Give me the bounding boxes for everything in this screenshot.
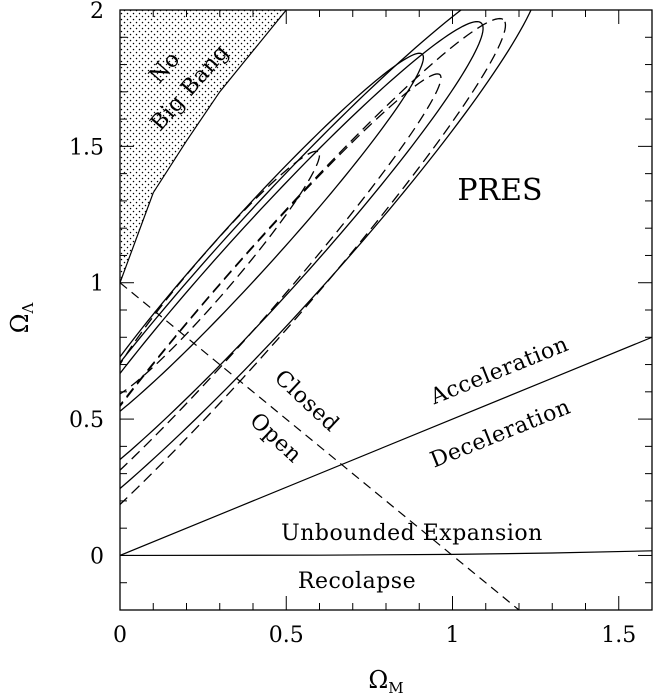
x-tick-label: 0 [113,623,127,648]
dashed-contour-5 [120,73,442,472]
x-axis-title: ΩM [368,666,403,696]
recollapse-label: Recolapse [298,569,416,594]
axis-ticks [119,9,653,611]
y-tick-label: 1.5 [69,135,104,160]
dashed-contour-4 [120,150,321,395]
open-label: Open [244,408,306,468]
y-tick-label: 1 [90,272,104,297]
no-big-bang-boundary [120,10,287,283]
y-tick-label: 2 [90,0,104,24]
x-tick-label: 0.5 [269,623,304,648]
closed-open-line [120,282,520,610]
dashed-contour-6 [120,17,507,506]
no-big-bang-region [120,10,287,283]
acceleration-deceleration-line [120,336,652,557]
acceleration-label: Acceleration [426,332,572,410]
unbounded-expansion-label: Unbounded Expansion [281,521,543,546]
x-tick-label: 1.5 [601,623,636,648]
plot-area [120,10,652,610]
y-tick-label: 0.5 [69,408,104,433]
y-axis-title: ΩΛ [6,302,37,333]
y-tick-label: 0 [90,544,104,569]
solid-contour-3 [120,10,532,490]
recollapse-boundary [120,550,652,557]
solid-contour-2 [120,20,484,461]
deceleration-label: Deceleration [427,394,575,473]
survey-label: PRES [457,173,542,208]
solid-contour-1 [120,52,425,413]
x-tick-label: 1 [446,623,460,648]
